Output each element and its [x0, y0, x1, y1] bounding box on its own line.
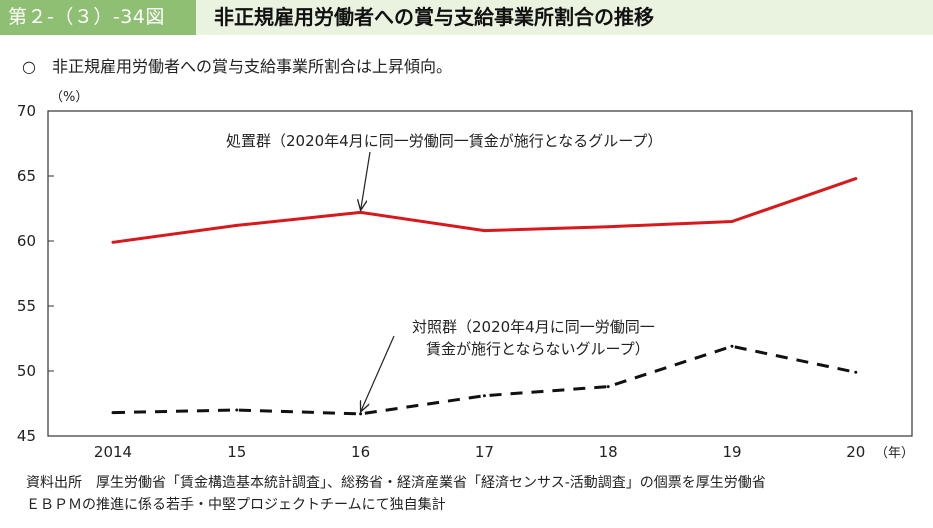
x-tick-label: 17 — [475, 443, 494, 461]
series-2-point — [111, 411, 115, 415]
x-tick-label: 18 — [599, 443, 618, 461]
y-unit-label: （%） — [50, 90, 88, 105]
x-tick-label: 19 — [722, 443, 741, 461]
x-unit-label: （年） — [875, 446, 914, 461]
series-2-point — [606, 385, 610, 389]
series-1-point — [359, 210, 363, 214]
series-1-point — [482, 229, 486, 233]
x-tick-label: 15 — [227, 443, 246, 461]
y-tick-label: 50 — [17, 362, 36, 380]
series-2-point — [482, 394, 486, 398]
series-1-point — [606, 225, 610, 229]
series-2-annotation-label: 賃金が施行とならないグループ） — [426, 340, 650, 358]
y-tick-label: 55 — [17, 297, 36, 315]
annotation-layer: 処置群（2020年4月に同一労働同一賃金が施行となるグループ） 対照群（2020年… — [226, 132, 662, 412]
x-axis: 2014 15 16 17 18 19 20 — [94, 443, 865, 461]
y-tick-label: 70 — [17, 102, 36, 120]
y-tick-label: 60 — [17, 232, 36, 250]
figure-number: 第２-（３）-34図 — [0, 0, 196, 35]
series-2-point — [235, 408, 239, 412]
series-2-point — [854, 370, 858, 374]
plot-area-frame — [47, 110, 913, 437]
x-tick-label: 16 — [351, 443, 370, 461]
series-line-1 — [112, 177, 857, 244]
x-tick-label: 2014 — [94, 443, 132, 461]
series-1-point — [111, 240, 115, 244]
source-line-1: 資料出所 厚生労働省「賃金構造基本統計調査」、総務省・経済産業省「経済センサス-… — [26, 475, 766, 491]
series-2-point — [359, 412, 363, 416]
figure-header: 第２-（３）-34図 非正規雇用労働者への賞与支給事業所割合の推移 — [0, 0, 933, 35]
series-2-annotation-arrow — [361, 335, 395, 412]
series-1-point — [235, 223, 239, 227]
summary-bullet: ○ — [22, 57, 36, 76]
series-2-point — [730, 344, 734, 348]
series-2-annotation-label: 対照群（2020年4月に同一労働同一 — [412, 318, 655, 336]
source-line-2: ＥＢＰＭの推進に係る若手・中堅プロジェクトチームにて独自集計 — [26, 497, 446, 513]
x-tick-label: 20 — [846, 443, 865, 461]
series-1-annotation-label: 処置群（2020年4月に同一労働同一賃金が施行となるグループ） — [226, 132, 662, 150]
y-axis: 45 50 55 60 65 70 — [17, 102, 54, 445]
series-1-point — [854, 177, 858, 181]
line-chart: 45 50 55 60 65 70 2014 15 16 17 18 19 20 （%） （年） 処置… — [17, 90, 914, 461]
y-tick-label: 45 — [17, 427, 36, 445]
summary-text: 非正規雇用労働者への賞与支給事業所割合は上昇傾向。 — [52, 57, 453, 76]
series-layer — [111, 177, 858, 416]
y-tick-label: 65 — [17, 167, 36, 185]
figure-title-box — [196, 0, 933, 35]
summary: ○ 非正規雇用労働者への賞与支給事業所割合は上昇傾向。 — [22, 53, 452, 77]
figure-title: 非正規雇用労働者への賞与支給事業所割合の推移 — [214, 5, 654, 29]
series-1-annotation-arrow — [361, 151, 371, 210]
series-1-point — [730, 220, 734, 223]
